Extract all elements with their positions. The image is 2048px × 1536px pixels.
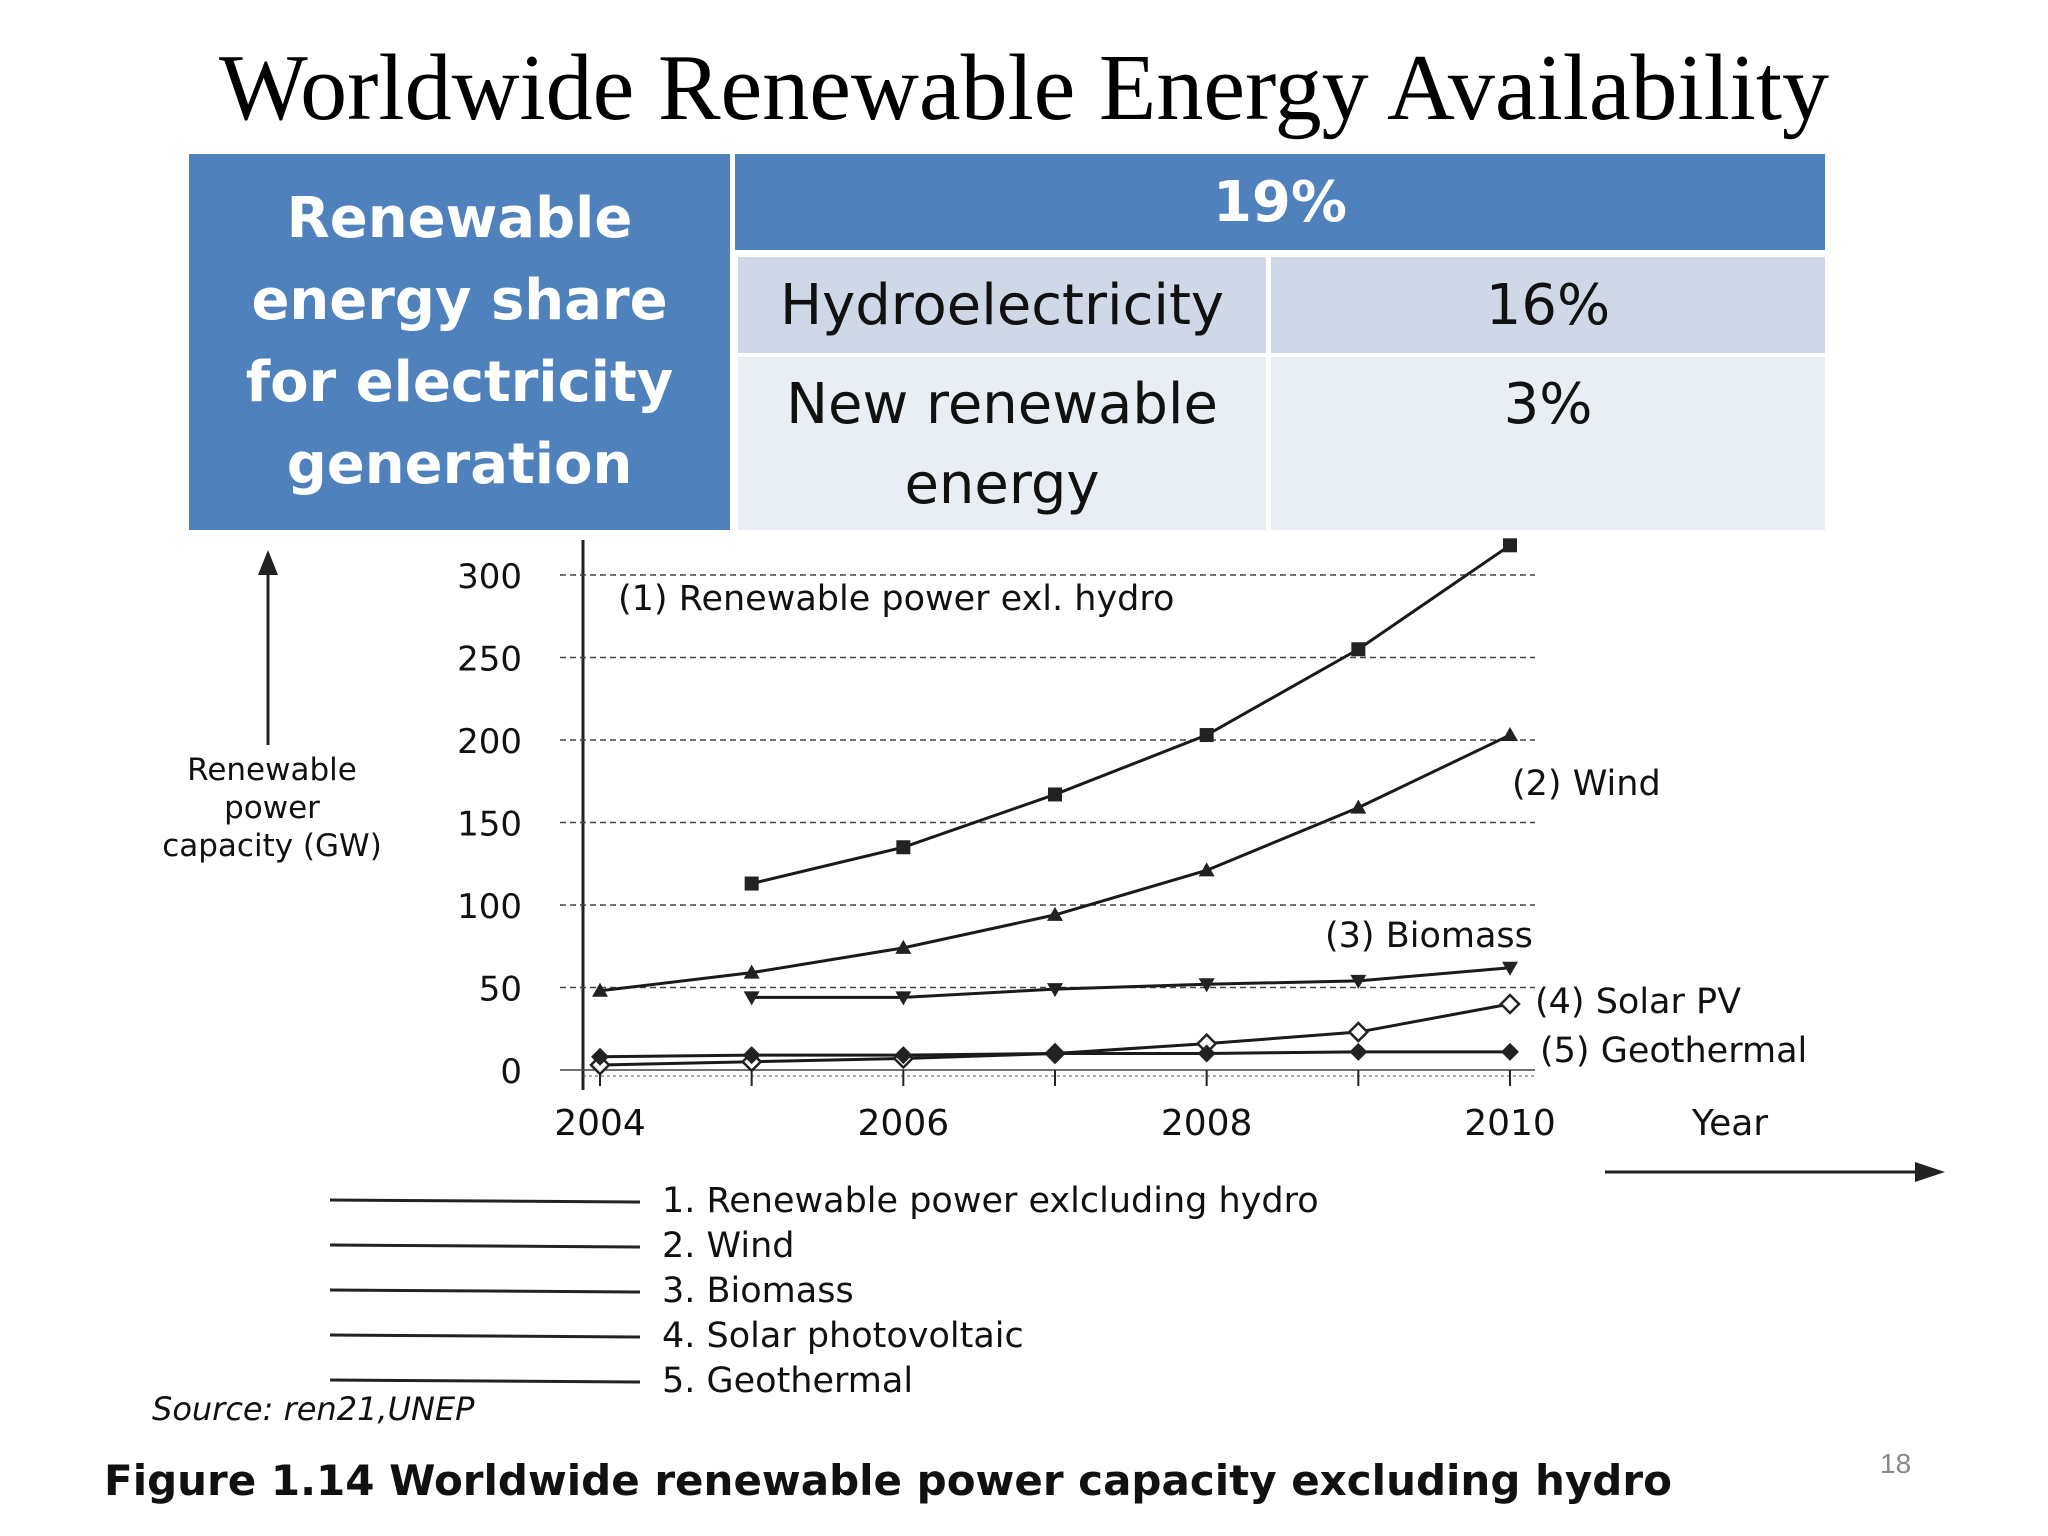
hydro-value: 16% <box>1271 257 1825 353</box>
y-tick-label: 100 <box>457 887 522 927</box>
new-renewable-value: 3% <box>1271 357 1825 530</box>
data-point-triangle-down <box>895 991 912 1006</box>
data-point-triangle-down <box>1198 978 1215 993</box>
series-line-3 <box>751 966 1511 999</box>
x-tick-label: 2004 <box>554 1103 646 1144</box>
series-label-3: (3) Biomass <box>1325 916 1533 956</box>
new-renewable-label: New renewable energy <box>738 357 1266 530</box>
legend-line-5 <box>329 1378 641 1384</box>
data-point-triangle <box>1502 727 1518 742</box>
data-point-square <box>1351 642 1366 657</box>
legend-line-3 <box>329 1288 641 1294</box>
data-point-diamond-filled <box>894 1046 913 1065</box>
data-point-triangle-down <box>1502 961 1518 976</box>
data-point-triangle <box>1047 906 1063 921</box>
data-point-diamond-filled <box>742 1046 761 1065</box>
x-tick-label: 2010 <box>1464 1103 1556 1144</box>
series-label-5: (5) Geothermal <box>1540 1031 1807 1071</box>
data-point-square <box>896 840 911 855</box>
y-tick-label: 250 <box>457 640 522 680</box>
data-point-diamond-filled <box>591 1047 609 1066</box>
capacity-chart-svg: 0 50 100 150 200 250 300 2004 2006 2008 2010 Year Re… <box>104 538 1945 1505</box>
data-point-triangle-down <box>1047 983 1063 998</box>
legend-entry-5: 5. Geothermal <box>662 1361 913 1401</box>
data-point-square <box>744 876 759 891</box>
data-point-triangle <box>592 982 608 997</box>
capacity-chart: 0 50 100 150 200 250 300 2004 2006 2008 2010 Year Re… <box>0 530 2048 1536</box>
series-label-1: (1) Renewable power exl. hydro <box>618 579 1174 619</box>
data-point-triangle <box>743 964 760 979</box>
x-tick-label: 2006 <box>858 1103 950 1144</box>
data-point-triangle <box>895 939 912 954</box>
legend-entry-3: 3. Biomass <box>662 1271 854 1311</box>
data-point-diamond-filled <box>1349 1042 1368 1061</box>
x-axis-title: Year <box>1691 1103 1768 1144</box>
legend-entry-4: 4. Solar photovoltaic <box>662 1316 1024 1356</box>
x-tick-label: 2008 <box>1161 1103 1253 1144</box>
series-label-4: (4) Solar PV <box>1535 982 1741 1022</box>
data-point-square <box>1199 728 1214 743</box>
figure-caption: Figure 1.14 Worldwide renewable power ca… <box>104 1456 1672 1505</box>
data-point-diamond-filled <box>1501 1042 1519 1061</box>
legend-line-2 <box>329 1243 641 1249</box>
legend-entry-1: 1. Renewable power exlcluding hydro <box>662 1181 1319 1221</box>
share-header-value: 19% <box>735 154 1825 250</box>
x-axis-arrow-head <box>1915 1162 1945 1182</box>
y-tick-label: 200 <box>457 722 522 762</box>
y-tick-label: 150 <box>457 805 522 845</box>
data-point-square <box>1048 787 1062 802</box>
data-point-square <box>1503 538 1517 553</box>
renewable-share-table: Renewable energy share for electricity g… <box>189 154 1825 530</box>
hydro-label: Hydroelectricity <box>738 257 1266 353</box>
share-header-label: Renewable energy share for electricity g… <box>189 154 730 530</box>
data-point-triangle-down <box>1350 974 1367 989</box>
data-point-diamond <box>1347 1021 1370 1043</box>
series-line-1 <box>751 544 1511 886</box>
y-tick-label: 0 <box>500 1052 522 1092</box>
source-note: Source: ren21,UNEP <box>152 1390 475 1428</box>
y-tick-label: 300 <box>457 557 522 597</box>
series-label-2: (2) Wind <box>1512 764 1661 804</box>
data-point-diamond-filled <box>1197 1044 1216 1063</box>
legend-entry-2: 2. Wind <box>662 1226 794 1266</box>
legend-line-4 <box>329 1333 641 1339</box>
y-axis-title: Renewable power capacity (GW) <box>162 752 382 864</box>
data-point-diamond <box>1499 993 1521 1015</box>
slide-title: Worldwide Renewable Energy Availability <box>218 36 1830 140</box>
legend-line-1 <box>329 1198 641 1204</box>
data-point-triangle <box>1350 799 1367 814</box>
y-tick-label: 50 <box>479 970 522 1010</box>
page-number: 18 <box>1880 1448 1912 1479</box>
data-point-triangle-down <box>743 991 760 1006</box>
data-point-triangle <box>1198 862 1215 877</box>
y-axis-arrow-head <box>258 550 278 575</box>
data-point-diamond-filled <box>1046 1044 1064 1063</box>
